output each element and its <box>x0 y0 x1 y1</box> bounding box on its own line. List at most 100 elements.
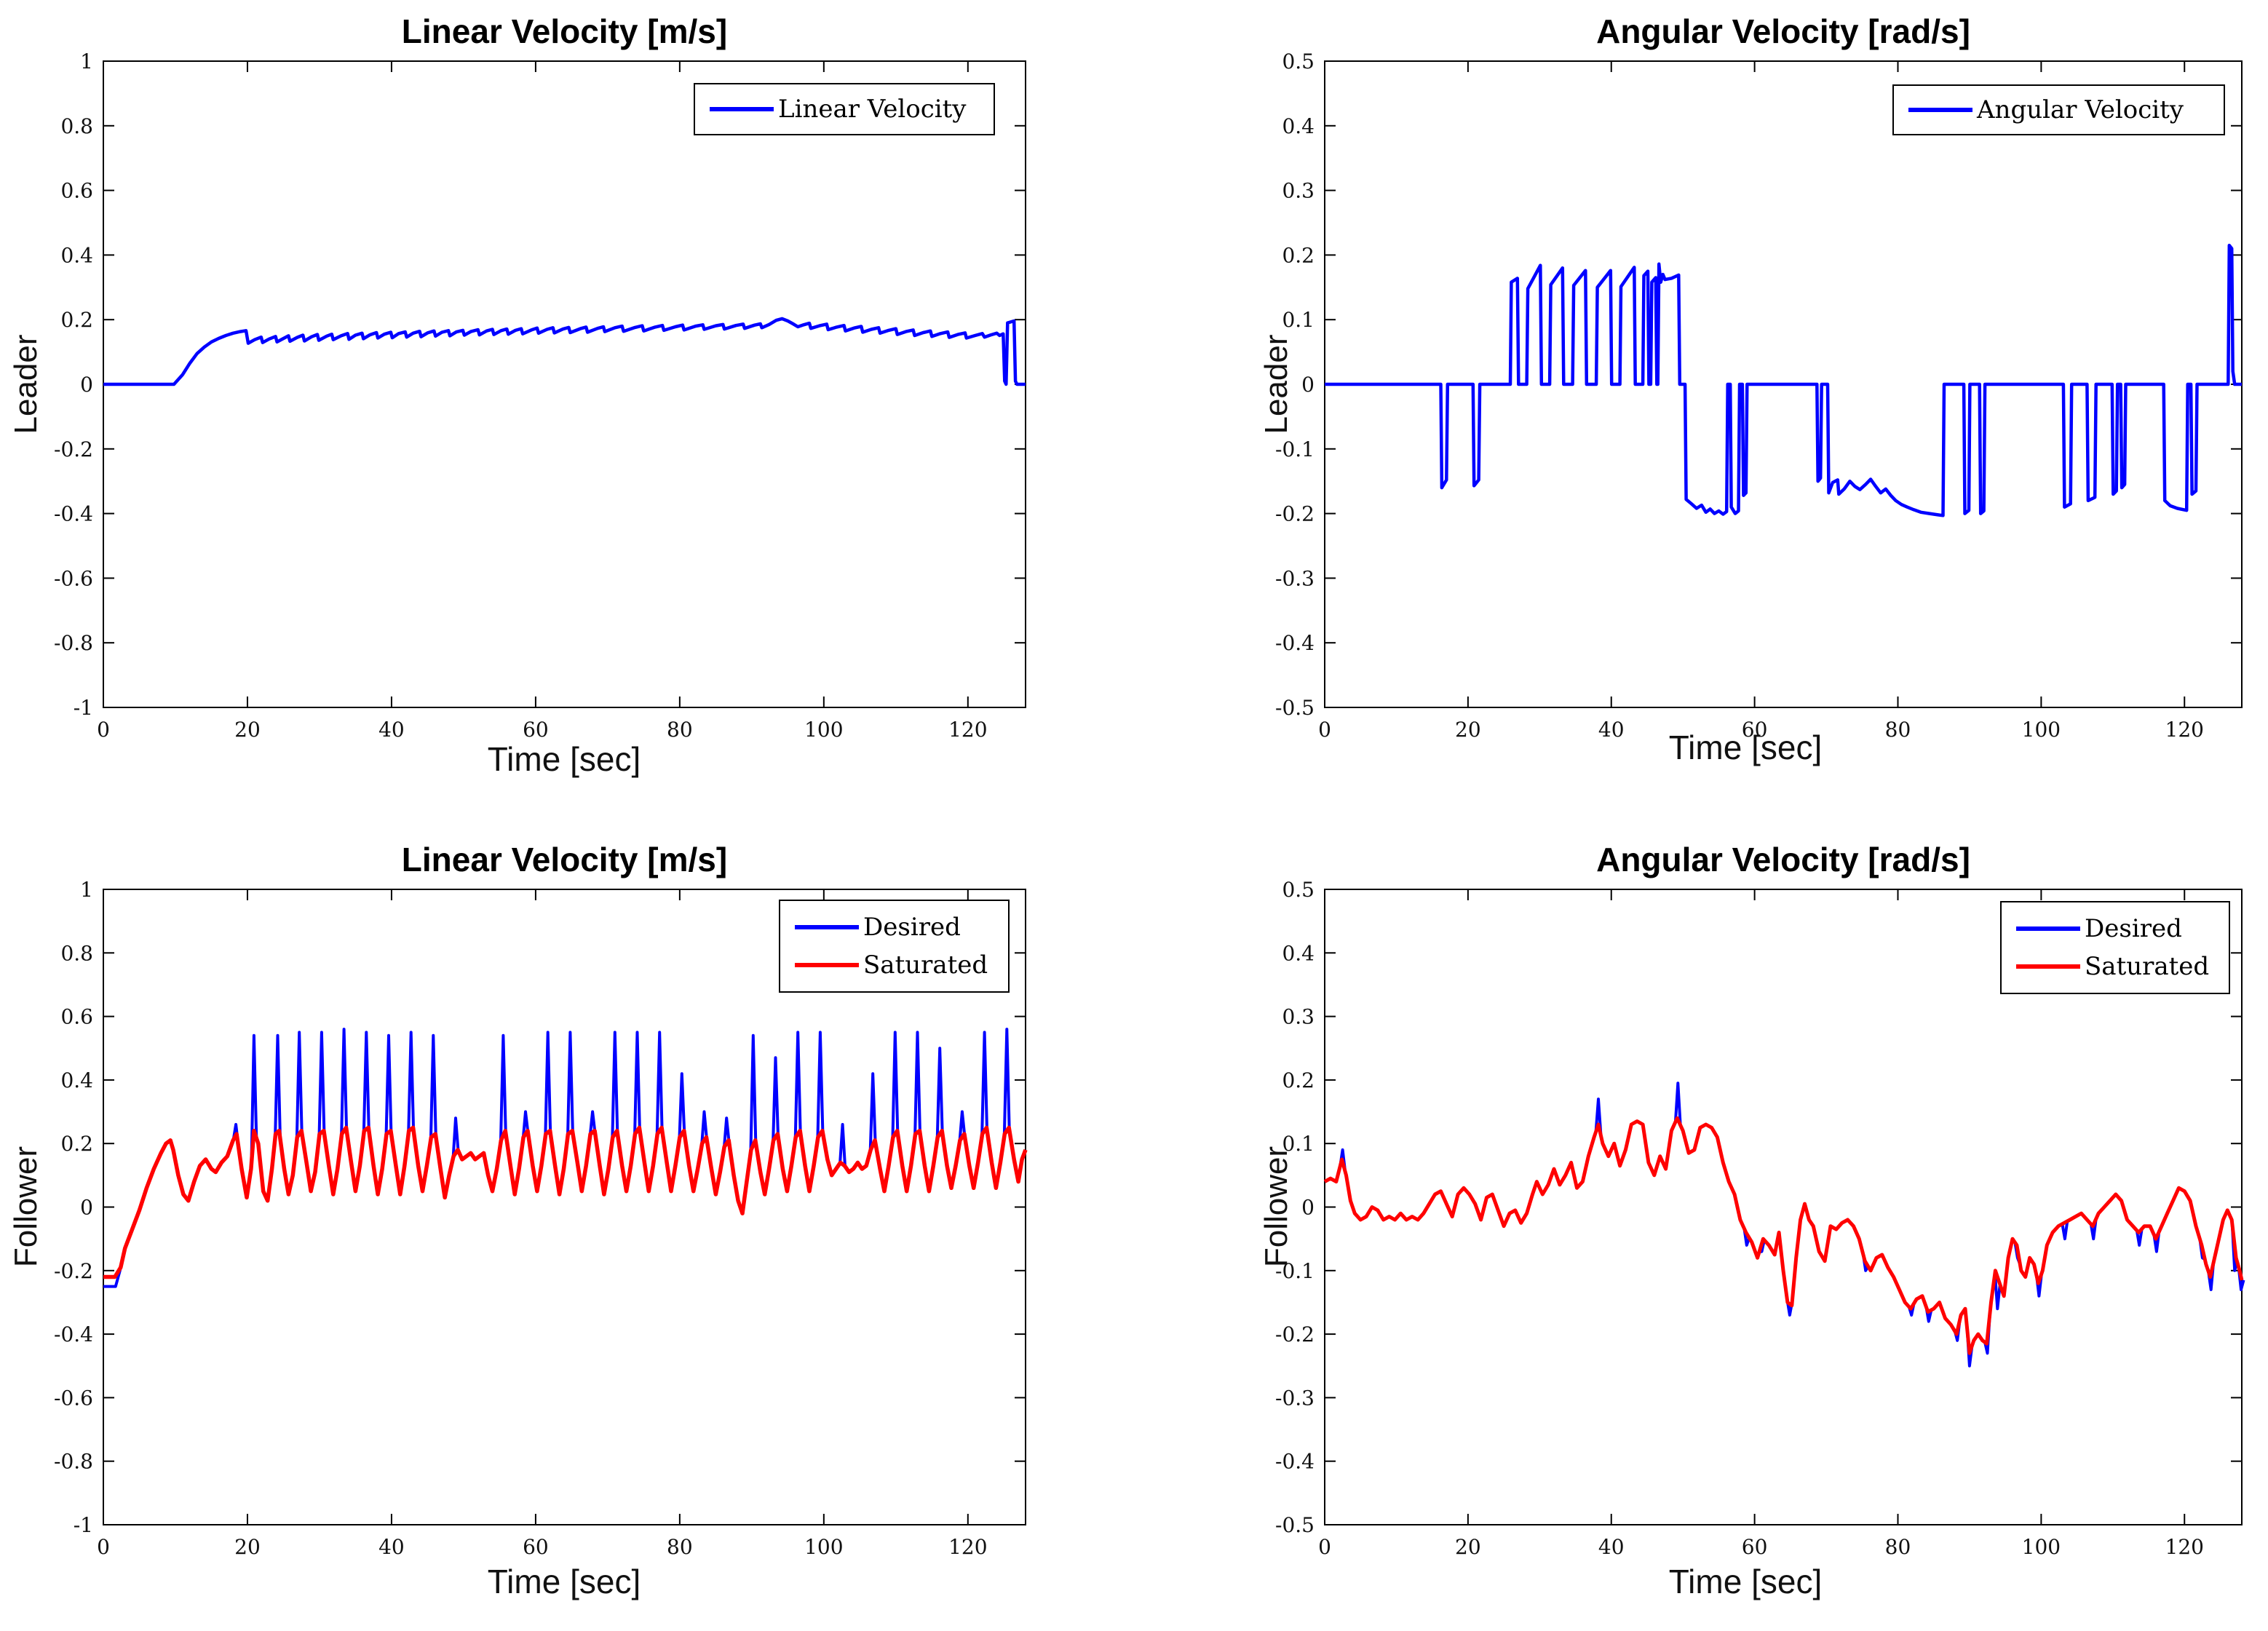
legend-leader-linear: Linear Velocity <box>694 83 995 135</box>
x-tick-label: 20 <box>234 1535 261 1559</box>
legend-follower-linear: Desired Saturated <box>779 900 1010 993</box>
x-tick-label: 0 <box>97 1535 110 1559</box>
y-tick-label: -0.2 <box>54 1259 93 1283</box>
x-tick-label: 20 <box>234 718 261 742</box>
x-tick-label: 60 <box>523 1535 549 1559</box>
x-tick-label: 20 <box>1455 1535 1481 1559</box>
x-tick-label: 100 <box>804 1535 843 1559</box>
y-tick-label: 0.8 <box>60 941 93 965</box>
legend-entry: Saturated <box>795 951 1001 980</box>
y-tick-label: -0.4 <box>54 502 93 526</box>
y-tick-label: 0.4 <box>60 243 93 267</box>
y-tick-label: 0.5 <box>1282 878 1315 902</box>
legend-line-sample <box>2016 926 2080 931</box>
y-tick-label: 0.3 <box>1282 1005 1315 1029</box>
y-tick-label: 0.3 <box>1282 179 1315 203</box>
x-tick-label: 100 <box>2022 718 2061 742</box>
x-tick-label: 0 <box>1318 1535 1331 1559</box>
legend-entry: Saturated <box>2016 952 2221 981</box>
x-tick-label: 80 <box>1885 1535 1911 1559</box>
y-tick-label: 0.2 <box>1282 1068 1315 1092</box>
axes-box <box>103 60 1026 708</box>
y-tick-label: 0 <box>80 373 93 397</box>
y-tick-label: 0.8 <box>60 114 93 138</box>
x-axis-label-4: Time [sec] <box>1668 1563 1823 1600</box>
plot-title-follower-angular: Angular Velocity [rad/s] <box>1596 841 1970 878</box>
y-tick-label: -0.8 <box>54 631 93 655</box>
x-tick-label: 0 <box>1318 718 1331 742</box>
x-tick-label: 120 <box>2165 718 2204 742</box>
y-tick-label: 0 <box>1301 373 1315 397</box>
legend-label: Angular Velocity <box>1977 95 2184 124</box>
x-tick-label: 20 <box>1455 718 1481 742</box>
legend-line-sample <box>710 107 774 111</box>
x-axis-label-3: Time [sec] <box>487 1563 641 1600</box>
data-line <box>103 1125 1028 1279</box>
x-axis-label-2: Time [sec] <box>1668 729 1823 766</box>
y-tick-label: 0.1 <box>1282 308 1315 332</box>
legend-leader-angular: Angular Velocity <box>1892 84 2225 135</box>
legend-entry: Angular Velocity <box>1908 95 2216 124</box>
y-tick-label: -0.4 <box>54 1322 93 1346</box>
x-tick-label: 80 <box>667 718 693 742</box>
y-tick-label: 0.4 <box>1282 941 1315 965</box>
y-tick-label: -0.3 <box>1275 566 1315 590</box>
y-tick-label: -0.2 <box>54 437 93 461</box>
x-tick-label: 60 <box>1742 718 1768 742</box>
legend-entry: Desired <box>2016 914 2221 943</box>
y-tick-label: -1 <box>74 696 93 720</box>
y-tick-label: 1 <box>80 49 93 74</box>
y-tick-label: 0.2 <box>60 1132 93 1156</box>
legend-entry: Linear Velocity <box>710 95 986 124</box>
y-tick-label: 1 <box>80 878 93 902</box>
plot-title-leader-linear: Linear Velocity [m/s] <box>401 12 728 50</box>
legend-label: Linear Velocity <box>778 95 967 124</box>
y-tick-label: 0 <box>80 1196 93 1220</box>
x-tick-label: 120 <box>2165 1535 2204 1559</box>
y-tick-label: 0 <box>1301 1196 1315 1220</box>
x-tick-label: 100 <box>2022 1535 2061 1559</box>
x-tick-label: 100 <box>804 718 843 742</box>
x-axis-label-1: Time [sec] <box>487 740 641 778</box>
y-tick-label: 0.6 <box>60 1005 93 1029</box>
y-tick-label: -0.3 <box>1275 1386 1315 1410</box>
y-tick-label: -0.5 <box>1275 1513 1315 1537</box>
legend-follower-angular: Desired Saturated <box>2000 901 2230 994</box>
data-line <box>103 317 1026 386</box>
x-tick-label: 40 <box>1598 1535 1625 1559</box>
x-tick-label: 40 <box>378 718 405 742</box>
y-tick-label: 0.1 <box>1282 1132 1315 1156</box>
legend-line-sample <box>795 925 859 929</box>
legend-label: Saturated <box>863 951 988 980</box>
y-tick-label: -0.5 <box>1275 696 1315 720</box>
x-tick-label: 0 <box>97 718 110 742</box>
y-tick-label: -0.6 <box>54 566 93 590</box>
y-tick-label: 0.5 <box>1282 49 1315 74</box>
legend-line-sample <box>1908 108 1972 112</box>
y-tick-label: -0.8 <box>54 1450 93 1474</box>
y-tick-label: 0.4 <box>60 1068 93 1092</box>
y-tick-label: -1 <box>74 1513 93 1537</box>
y-tick-label: 0.4 <box>1282 114 1315 138</box>
x-tick-label: 120 <box>948 1535 987 1559</box>
data-line <box>1324 1082 2245 1368</box>
legend-label: Desired <box>2085 914 2182 943</box>
legend-label: Saturated <box>2085 952 2210 981</box>
x-tick-label: 40 <box>378 1535 405 1559</box>
x-tick-label: 60 <box>523 718 549 742</box>
plot-title-leader-angular: Angular Velocity [rad/s] <box>1596 12 1970 50</box>
y-tick-label: -0.2 <box>1275 1322 1315 1346</box>
legend-entry: Desired <box>795 913 1001 942</box>
plot-title-follower-linear: Linear Velocity [m/s] <box>401 841 728 878</box>
y-tick-label: -0.6 <box>54 1386 93 1410</box>
y-tick-label: -0.1 <box>1275 437 1315 461</box>
y-tick-label: -0.4 <box>1275 631 1315 655</box>
y-tick-label: -0.1 <box>1275 1259 1315 1283</box>
legend-line-sample <box>795 963 859 967</box>
x-tick-label: 40 <box>1598 718 1625 742</box>
y-tick-label: 0.2 <box>1282 243 1315 267</box>
x-tick-label: 120 <box>948 718 987 742</box>
data-line <box>1323 1116 2244 1355</box>
